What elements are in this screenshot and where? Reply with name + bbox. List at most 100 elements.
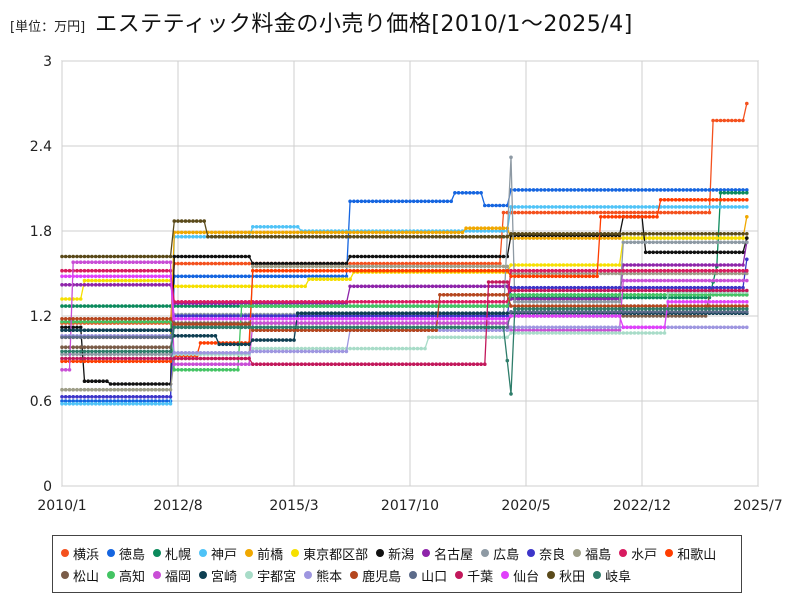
data-point — [187, 368, 191, 372]
data-point — [322, 300, 326, 304]
data-point — [591, 263, 596, 267]
data-point — [505, 311, 510, 316]
data-point — [730, 310, 734, 314]
data-point — [471, 261, 476, 266]
data-point — [498, 304, 502, 308]
data-point — [745, 188, 749, 192]
data-point — [707, 268, 712, 273]
data-point — [209, 341, 214, 345]
data-point — [576, 205, 581, 209]
legend-swatch — [304, 571, 313, 579]
data-point — [127, 395, 132, 399]
data-point — [397, 284, 401, 289]
data-point — [591, 285, 596, 290]
data-point — [90, 387, 94, 392]
data-point — [105, 359, 109, 364]
data-point — [688, 314, 693, 318]
data-point — [254, 261, 259, 266]
data-point — [703, 285, 708, 290]
data-point — [86, 356, 90, 361]
data-point — [269, 234, 274, 239]
legend-swatch — [107, 549, 116, 557]
data-point — [217, 368, 221, 372]
data-point — [269, 328, 274, 333]
data-point — [408, 325, 412, 330]
data-point — [468, 254, 472, 259]
data-point — [606, 328, 611, 333]
data-point — [554, 232, 558, 236]
data-point — [258, 304, 263, 308]
data-point — [498, 268, 502, 273]
data-point — [632, 304, 637, 308]
data-point — [75, 328, 79, 333]
data-point — [187, 356, 191, 361]
data-point — [389, 321, 394, 325]
data-point — [509, 314, 513, 318]
data-point — [179, 317, 184, 321]
data-point — [670, 288, 674, 293]
data-point — [468, 191, 472, 195]
legend-label: 水戸 — [631, 547, 658, 563]
data-point — [101, 335, 105, 340]
data-point — [325, 300, 330, 304]
data-point — [138, 304, 143, 308]
data-point — [262, 268, 266, 273]
data-point — [194, 314, 199, 318]
data-point — [632, 278, 637, 283]
data-point — [67, 328, 72, 333]
data-point — [535, 310, 539, 314]
data-point — [438, 328, 442, 333]
data-point — [475, 268, 480, 273]
data-point — [202, 261, 206, 266]
data-point — [490, 335, 495, 340]
data-point — [449, 311, 454, 316]
data-point — [277, 321, 281, 325]
data-point — [213, 284, 218, 289]
data-point — [673, 236, 678, 240]
y-tick-label: 1.2 — [30, 309, 52, 325]
data-point — [614, 232, 618, 236]
data-point — [120, 317, 124, 321]
data-point — [542, 285, 547, 290]
data-point — [741, 293, 745, 297]
data-point — [277, 300, 281, 304]
data-point — [108, 317, 113, 321]
data-point — [509, 328, 513, 333]
data-point — [127, 268, 132, 273]
data-point — [157, 304, 162, 308]
data-point — [78, 399, 83, 403]
data-point — [715, 118, 719, 123]
data-point — [247, 351, 251, 355]
data-point — [677, 268, 682, 273]
data-point — [572, 205, 577, 209]
data-point — [303, 349, 308, 354]
data-point — [288, 338, 293, 342]
data-point — [584, 232, 588, 236]
data-point — [63, 317, 68, 321]
data-point — [673, 285, 678, 290]
data-point — [655, 250, 659, 255]
data-point — [123, 387, 128, 392]
data-point — [741, 288, 745, 293]
data-point — [142, 268, 147, 273]
data-point — [576, 188, 581, 192]
data-point — [97, 268, 102, 273]
legend-swatch — [455, 571, 464, 579]
data-point — [688, 271, 693, 276]
data-point — [527, 263, 532, 267]
data-point — [703, 307, 708, 311]
data-point — [112, 274, 117, 279]
data-point — [692, 232, 697, 236]
data-point — [355, 314, 360, 318]
data-point — [93, 274, 98, 279]
data-point — [460, 311, 465, 316]
data-point — [400, 254, 405, 259]
data-point — [640, 240, 644, 245]
data-point — [82, 359, 87, 364]
data-point — [385, 261, 390, 266]
data-point — [513, 304, 517, 308]
data-point — [666, 236, 670, 240]
data-point — [475, 229, 480, 233]
data-point — [281, 234, 285, 239]
data-point — [393, 300, 397, 304]
